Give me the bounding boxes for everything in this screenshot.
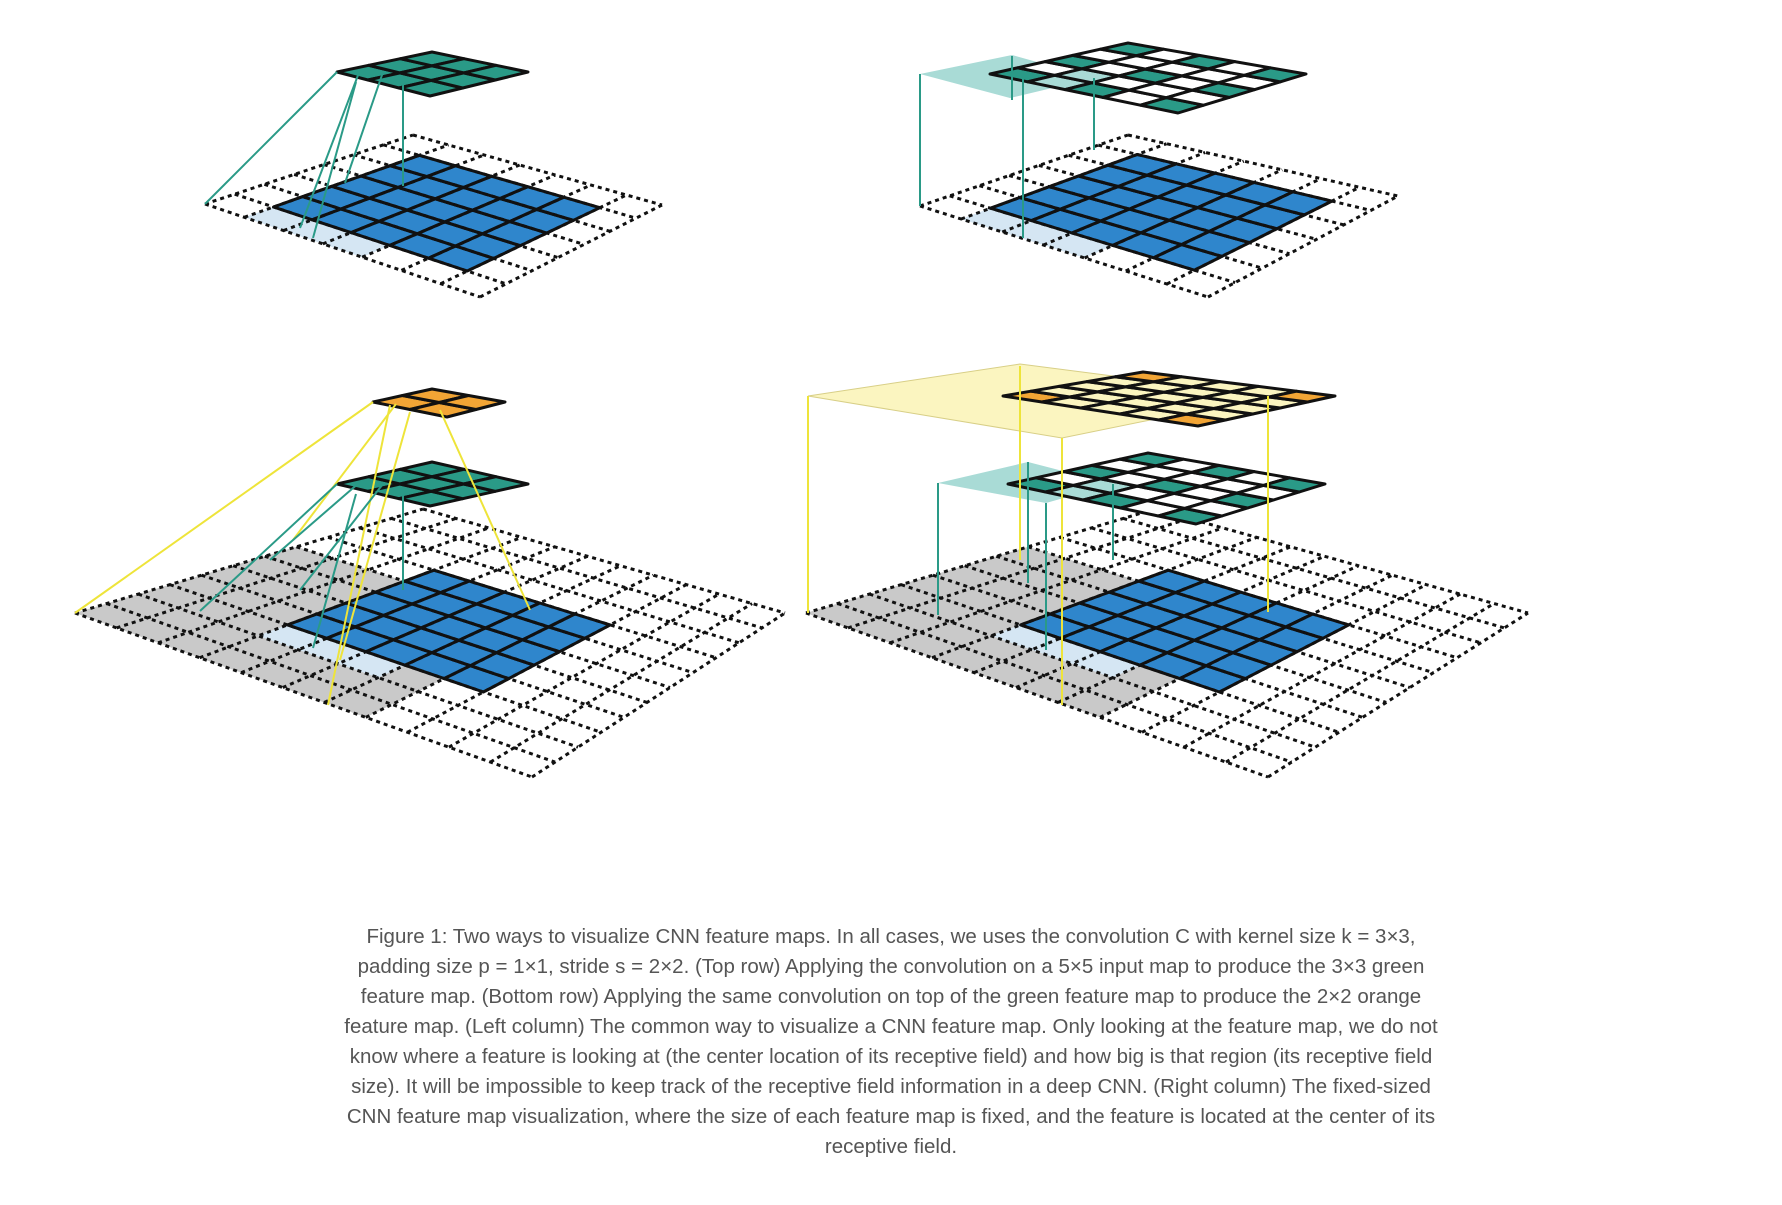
grid-line (412, 133, 663, 207)
grid-line (293, 172, 559, 260)
cnn-feature-map-figure (74, 41, 1529, 779)
grid-line (995, 554, 1411, 689)
grid-line (116, 517, 457, 630)
projection-line (299, 483, 384, 591)
input-grid-padded (805, 507, 1529, 779)
grid-line (531, 611, 786, 779)
grid-line (1166, 185, 1361, 286)
projection-line (299, 69, 361, 229)
grid-line (157, 526, 490, 645)
grid-line (919, 204, 1209, 299)
grid-line (440, 193, 628, 286)
projection-line (312, 493, 357, 649)
grid-line (201, 573, 625, 719)
grid-line (847, 517, 1190, 630)
grid-line (296, 545, 694, 675)
grid-line (359, 526, 740, 645)
green-feature-cell (1261, 476, 1327, 494)
grid-line (283, 153, 485, 232)
projection-line-yellow (327, 404, 391, 706)
grid-line (323, 564, 622, 704)
grid-line (479, 203, 663, 299)
grid-line (1122, 517, 1505, 630)
grid-line (1225, 602, 1495, 764)
projection-line (204, 71, 338, 205)
panel-top-right (919, 41, 1399, 299)
grid-line (264, 554, 671, 689)
projection-line (199, 483, 338, 612)
grid-line (932, 573, 1364, 719)
orange-feature-cell (1267, 389, 1337, 404)
projection-line (344, 71, 384, 184)
panel-bottom-right (805, 363, 1529, 779)
grid-line (973, 545, 1292, 675)
grid-line (448, 592, 720, 749)
grid-line (204, 202, 481, 299)
grid-line (382, 143, 637, 220)
panel-bottom-left (74, 387, 786, 779)
grid-line (1125, 177, 1322, 273)
grid-line (327, 535, 717, 660)
grid-line (137, 592, 579, 749)
grid-line (169, 583, 602, 734)
grid-line (263, 182, 533, 273)
grid-line (400, 183, 592, 272)
grid-line (931, 535, 1258, 660)
grid-line (240, 545, 556, 675)
input-grid-padded (919, 133, 1399, 299)
grid-line (964, 564, 1387, 704)
projection-line-yellow (74, 401, 374, 614)
grid-line (979, 184, 1263, 270)
grid-line (489, 602, 753, 764)
grid-line (1099, 573, 1394, 719)
grid-line (1057, 564, 1360, 704)
green-feature-cell (462, 475, 530, 493)
grid-line (949, 194, 1236, 285)
projection-line (269, 481, 361, 561)
grid-line (889, 526, 1224, 645)
grid-line (1091, 526, 1482, 645)
projection-line-yellow (339, 411, 411, 661)
input-grid-padded (74, 507, 786, 779)
grid-line (323, 163, 585, 246)
projection-line-yellow (292, 403, 397, 541)
orange-feature-cell (437, 394, 507, 411)
grid-line (900, 583, 1340, 734)
projection-line-yellow (439, 409, 531, 611)
green-feature-cell (1242, 66, 1308, 84)
input-grid-padded (204, 133, 663, 299)
grid-line (365, 573, 655, 719)
grid-line (322, 163, 521, 246)
grid-line (1141, 583, 1427, 734)
green-feature-cell (462, 63, 530, 82)
grid-line (422, 507, 786, 615)
grid-line (390, 517, 763, 630)
figure-caption: Figure 1: Two ways to visualize CNN feat… (344, 925, 1438, 1158)
grid-line (361, 173, 556, 259)
grid-line (1127, 133, 1399, 198)
panel-top-left (204, 50, 663, 299)
grid-line (1267, 611, 1529, 779)
grid-line (1207, 194, 1399, 299)
grid-line (74, 611, 533, 779)
grid-line (1154, 507, 1529, 615)
grid-line (1008, 174, 1290, 256)
grid-line (805, 611, 1269, 779)
grid-line (1059, 535, 1458, 660)
projection-line (312, 81, 357, 239)
grid-line (1097, 143, 1372, 212)
grid-line (199, 535, 523, 660)
grid-line (1027, 545, 1434, 675)
grid-line (837, 602, 1293, 764)
grid-line (868, 592, 1316, 749)
